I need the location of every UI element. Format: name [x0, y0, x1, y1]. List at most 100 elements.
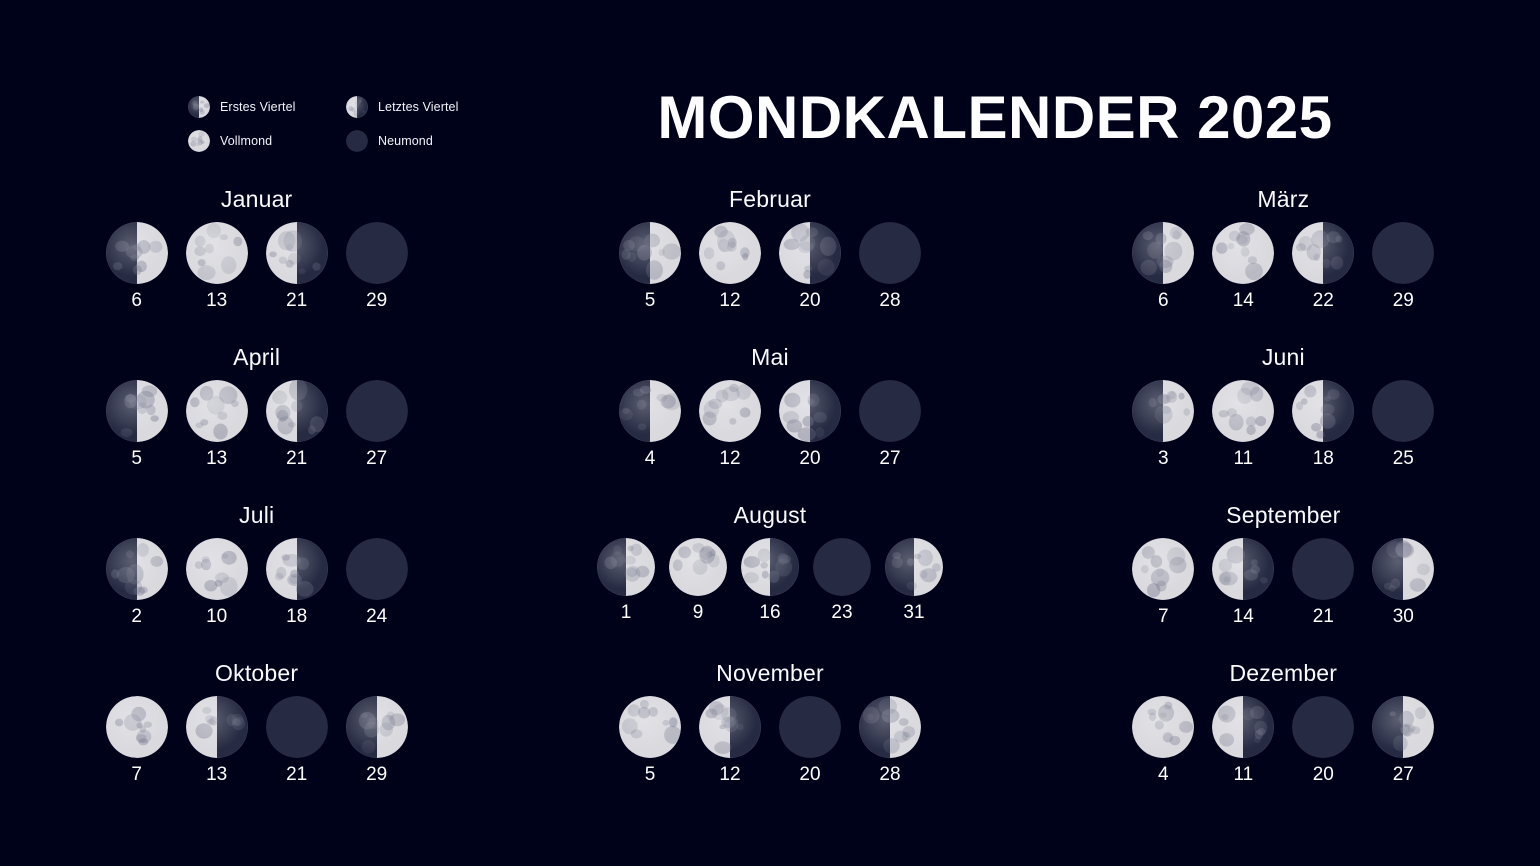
moon-phase-cell[interactable]: 5: [97, 380, 177, 468]
moon-last-quarter-icon: [265, 380, 328, 442]
moon-phase-cell[interactable]: 21: [257, 222, 337, 310]
moon-phase-cell[interactable]: 25: [1363, 380, 1443, 468]
phase-day-label: 12: [719, 448, 741, 469]
moon-phase-cell[interactable]: 11: [1203, 380, 1283, 468]
phase-day-label: 6: [131, 290, 142, 311]
month-name: Februar: [729, 186, 811, 212]
month-block-oktober: Oktober 7 13 21 29: [0, 660, 513, 818]
moon-phase-cell[interactable]: 16: [734, 538, 806, 622]
legend-item-last-quarter: Letztes Viertel: [346, 90, 496, 124]
moon-first-quarter-icon: [345, 696, 408, 758]
moon-phase-cell[interactable]: 11: [1203, 696, 1283, 784]
moon-phase-cell[interactable]: 7: [97, 696, 177, 784]
month-phase-row: 6 13 21 29: [97, 222, 417, 310]
month-block-februar: Februar 5 12 20 28: [513, 186, 1026, 344]
moon-phase-cell[interactable]: 22: [1283, 222, 1363, 310]
phase-day-label: 13: [206, 764, 228, 785]
phase-day-label: 4: [644, 448, 656, 469]
moon-phase-cell[interactable]: 14: [1203, 538, 1283, 626]
phase-day-label: 20: [799, 290, 821, 311]
moon-phase-cell[interactable]: 12: [690, 222, 770, 310]
moon-last-quarter-icon: [1212, 538, 1275, 600]
phase-day-label: 5: [644, 290, 656, 311]
moon-phase-cell[interactable]: 29: [1363, 222, 1443, 310]
moon-phase-cell[interactable]: 20: [770, 696, 850, 784]
moon-phase-cell[interactable]: 31: [878, 538, 950, 622]
moon-phase-cell[interactable]: 4: [610, 380, 690, 468]
moon-phase-cell[interactable]: 1: [590, 538, 662, 622]
moon-phase-cell[interactable]: 12: [690, 380, 770, 468]
moon-full-icon: [185, 380, 248, 442]
moon-phase-cell[interactable]: 20: [1283, 696, 1363, 784]
moon-phase-cell[interactable]: 24: [337, 538, 417, 626]
phase-day-label: 23: [831, 602, 853, 623]
moon-phase-cell[interactable]: 20: [770, 380, 850, 468]
phase-day-label: 27: [879, 448, 901, 469]
moon-phase-cell[interactable]: 3: [1123, 380, 1203, 468]
moon-phase-cell[interactable]: 28: [850, 222, 930, 310]
phase-day-label: 14: [1232, 606, 1254, 627]
moon-full-icon: [698, 380, 761, 442]
phase-day-label: 1: [620, 602, 632, 623]
moon-phase-cell[interactable]: 28: [850, 696, 930, 784]
moon-phase-cell[interactable]: 10: [177, 538, 257, 626]
moon-phase-cell[interactable]: 18: [257, 538, 337, 626]
moon-phase-cell[interactable]: 14: [1203, 222, 1283, 310]
moon-phase-cell[interactable]: 30: [1363, 538, 1443, 626]
moon-new-icon: [1292, 538, 1355, 600]
phase-day-label: 12: [719, 290, 741, 311]
moon-phase-cell[interactable]: 13: [177, 380, 257, 468]
moon-phase-cell[interactable]: 20: [770, 222, 850, 310]
month-block-august: August 1 9 16 23 31: [513, 502, 1026, 660]
legend-item-label: Erstes Viertel: [220, 100, 296, 114]
phase-day-label: 4: [1158, 764, 1169, 785]
legend-item-label: Vollmond: [220, 134, 273, 148]
phase-day-label: 28: [879, 764, 901, 785]
moon-phase-cell[interactable]: 29: [337, 696, 417, 784]
moon-phase-cell[interactable]: 5: [610, 696, 690, 784]
moon-phase-cell[interactable]: 18: [1283, 380, 1363, 468]
moon-phase-cell[interactable]: 23: [806, 538, 878, 622]
page-title: MONDKALENDER 2025: [657, 84, 1333, 151]
phase-day-label: 30: [1392, 606, 1414, 627]
moon-new-icon: [778, 696, 841, 758]
moon-phase-cell[interactable]: 2: [97, 538, 177, 626]
moon-first-quarter-icon: [1132, 380, 1195, 442]
phase-day-label: 10: [206, 606, 228, 627]
phase-day-label: 21: [286, 448, 308, 469]
phase-day-label: 12: [719, 764, 741, 785]
phase-day-label: 20: [799, 764, 821, 785]
moon-full-icon: [618, 696, 681, 758]
moon-first-quarter-icon: [1372, 538, 1435, 600]
moon-phase-cell[interactable]: 7: [1123, 538, 1203, 626]
moon-new-icon: [345, 538, 408, 600]
moon-first-quarter-icon: [858, 696, 921, 758]
moon-phase-cell[interactable]: 27: [337, 380, 417, 468]
moon-phase-cell[interactable]: 27: [1363, 696, 1443, 784]
moon-phase-cell[interactable]: 13: [177, 696, 257, 784]
phase-day-label: 21: [286, 290, 308, 311]
moon-first-quarter-icon: [105, 222, 168, 284]
moon-first-quarter-icon: [1372, 696, 1435, 758]
moon-phase-cell[interactable]: 9: [662, 538, 734, 622]
month-name: Januar: [220, 186, 293, 212]
moon-phase-cell[interactable]: 6: [97, 222, 177, 310]
month-name: November: [716, 660, 824, 686]
legend-item-full: Vollmond: [188, 124, 338, 158]
month-name: März: [1257, 186, 1310, 212]
moon-phase-cell[interactable]: 21: [1283, 538, 1363, 626]
moon-phase-cell[interactable]: 27: [850, 380, 930, 468]
phase-legend: Erstes Viertel Letztes Viertel Vollmond Neu…: [188, 90, 518, 158]
moon-phase-cell[interactable]: 29: [337, 222, 417, 310]
moon-phase-cell[interactable]: 21: [257, 696, 337, 784]
moon-phase-cell[interactable]: 21: [257, 380, 337, 468]
moon-phase-cell[interactable]: 12: [690, 696, 770, 784]
moon-first-quarter-icon: [884, 538, 943, 596]
moon-phase-cell[interactable]: 6: [1123, 222, 1203, 310]
moon-new-icon: [265, 696, 328, 758]
phase-day-label: 18: [286, 606, 308, 627]
moon-phase-cell[interactable]: 5: [610, 222, 690, 310]
moon-full-icon: [1212, 222, 1275, 284]
moon-phase-cell[interactable]: 13: [177, 222, 257, 310]
moon-phase-cell[interactable]: 4: [1123, 696, 1203, 784]
